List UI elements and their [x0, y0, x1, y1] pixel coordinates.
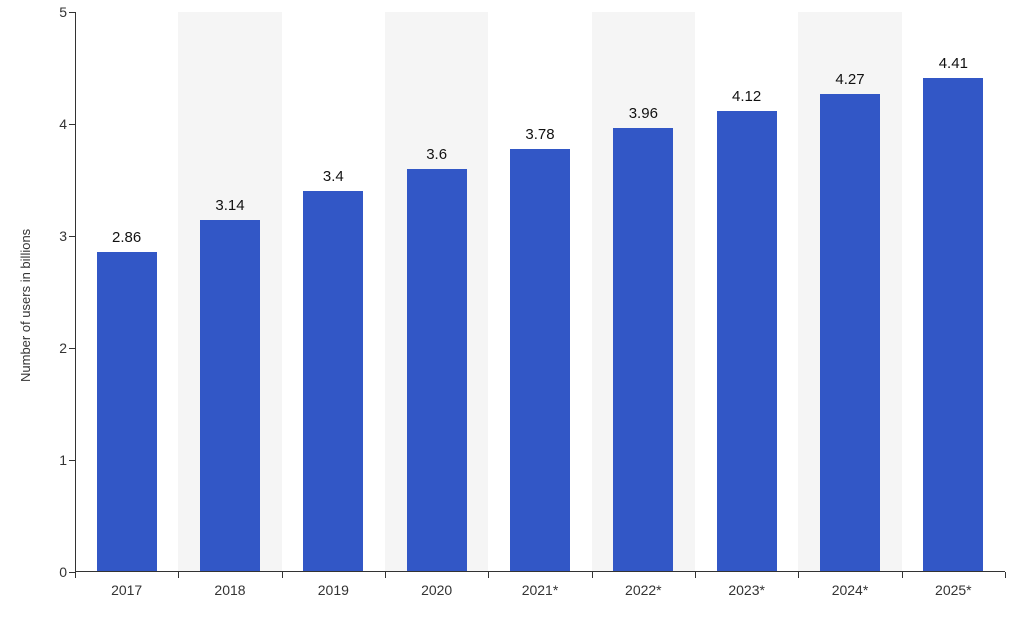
x-tick-mark [488, 572, 489, 578]
bar-value-label: 3.96 [629, 105, 658, 122]
bar: 3.96 [613, 128, 673, 572]
x-tick-label: 2022* [625, 572, 662, 598]
x-tick-mark [902, 572, 903, 578]
x-tick-label: 2024* [832, 572, 869, 598]
bar-value-label: 3.4 [323, 168, 344, 185]
x-tick-mark [178, 572, 179, 578]
bar-value-label: 4.41 [939, 55, 968, 72]
bar-value-label: 4.12 [732, 88, 761, 105]
bar: 3.4 [303, 191, 363, 572]
x-tick-label: 2025* [935, 572, 972, 598]
x-tick-mark [592, 572, 593, 578]
bar-value-label: 3.6 [426, 146, 447, 163]
x-axis-line [75, 571, 1005, 572]
y-axis-label: Number of users in billions [18, 229, 33, 382]
x-tick-mark [75, 572, 76, 578]
x-tick-mark [385, 572, 386, 578]
bar-value-label: 4.27 [835, 71, 864, 88]
x-tick-label: 2017 [111, 572, 142, 598]
bar-value-label: 3.78 [525, 126, 554, 143]
bar: 3.6 [407, 169, 467, 572]
x-tick-label: 2020 [421, 572, 452, 598]
x-tick-mark [282, 572, 283, 578]
bar: 4.27 [820, 94, 880, 572]
bar-value-label: 3.14 [215, 197, 244, 214]
bar-value-label: 2.86 [112, 229, 141, 246]
x-tick-label: 2023* [728, 572, 765, 598]
x-tick-mark [695, 572, 696, 578]
chart-container: Number of users in billions 0123452.8620… [0, 0, 1024, 633]
x-tick-mark [1005, 572, 1006, 578]
bar: 3.14 [200, 220, 260, 572]
bar: 3.78 [510, 149, 570, 572]
x-tick-label: 2021* [522, 572, 559, 598]
bar: 4.12 [717, 111, 777, 572]
y-axis-line [75, 12, 76, 572]
x-tick-mark [798, 572, 799, 578]
bar: 4.41 [923, 78, 983, 572]
x-tick-label: 2019 [318, 572, 349, 598]
plot-area: 0123452.8620173.1420183.420193.620203.78… [75, 12, 1005, 572]
x-tick-label: 2018 [214, 572, 245, 598]
bar: 2.86 [97, 252, 157, 572]
